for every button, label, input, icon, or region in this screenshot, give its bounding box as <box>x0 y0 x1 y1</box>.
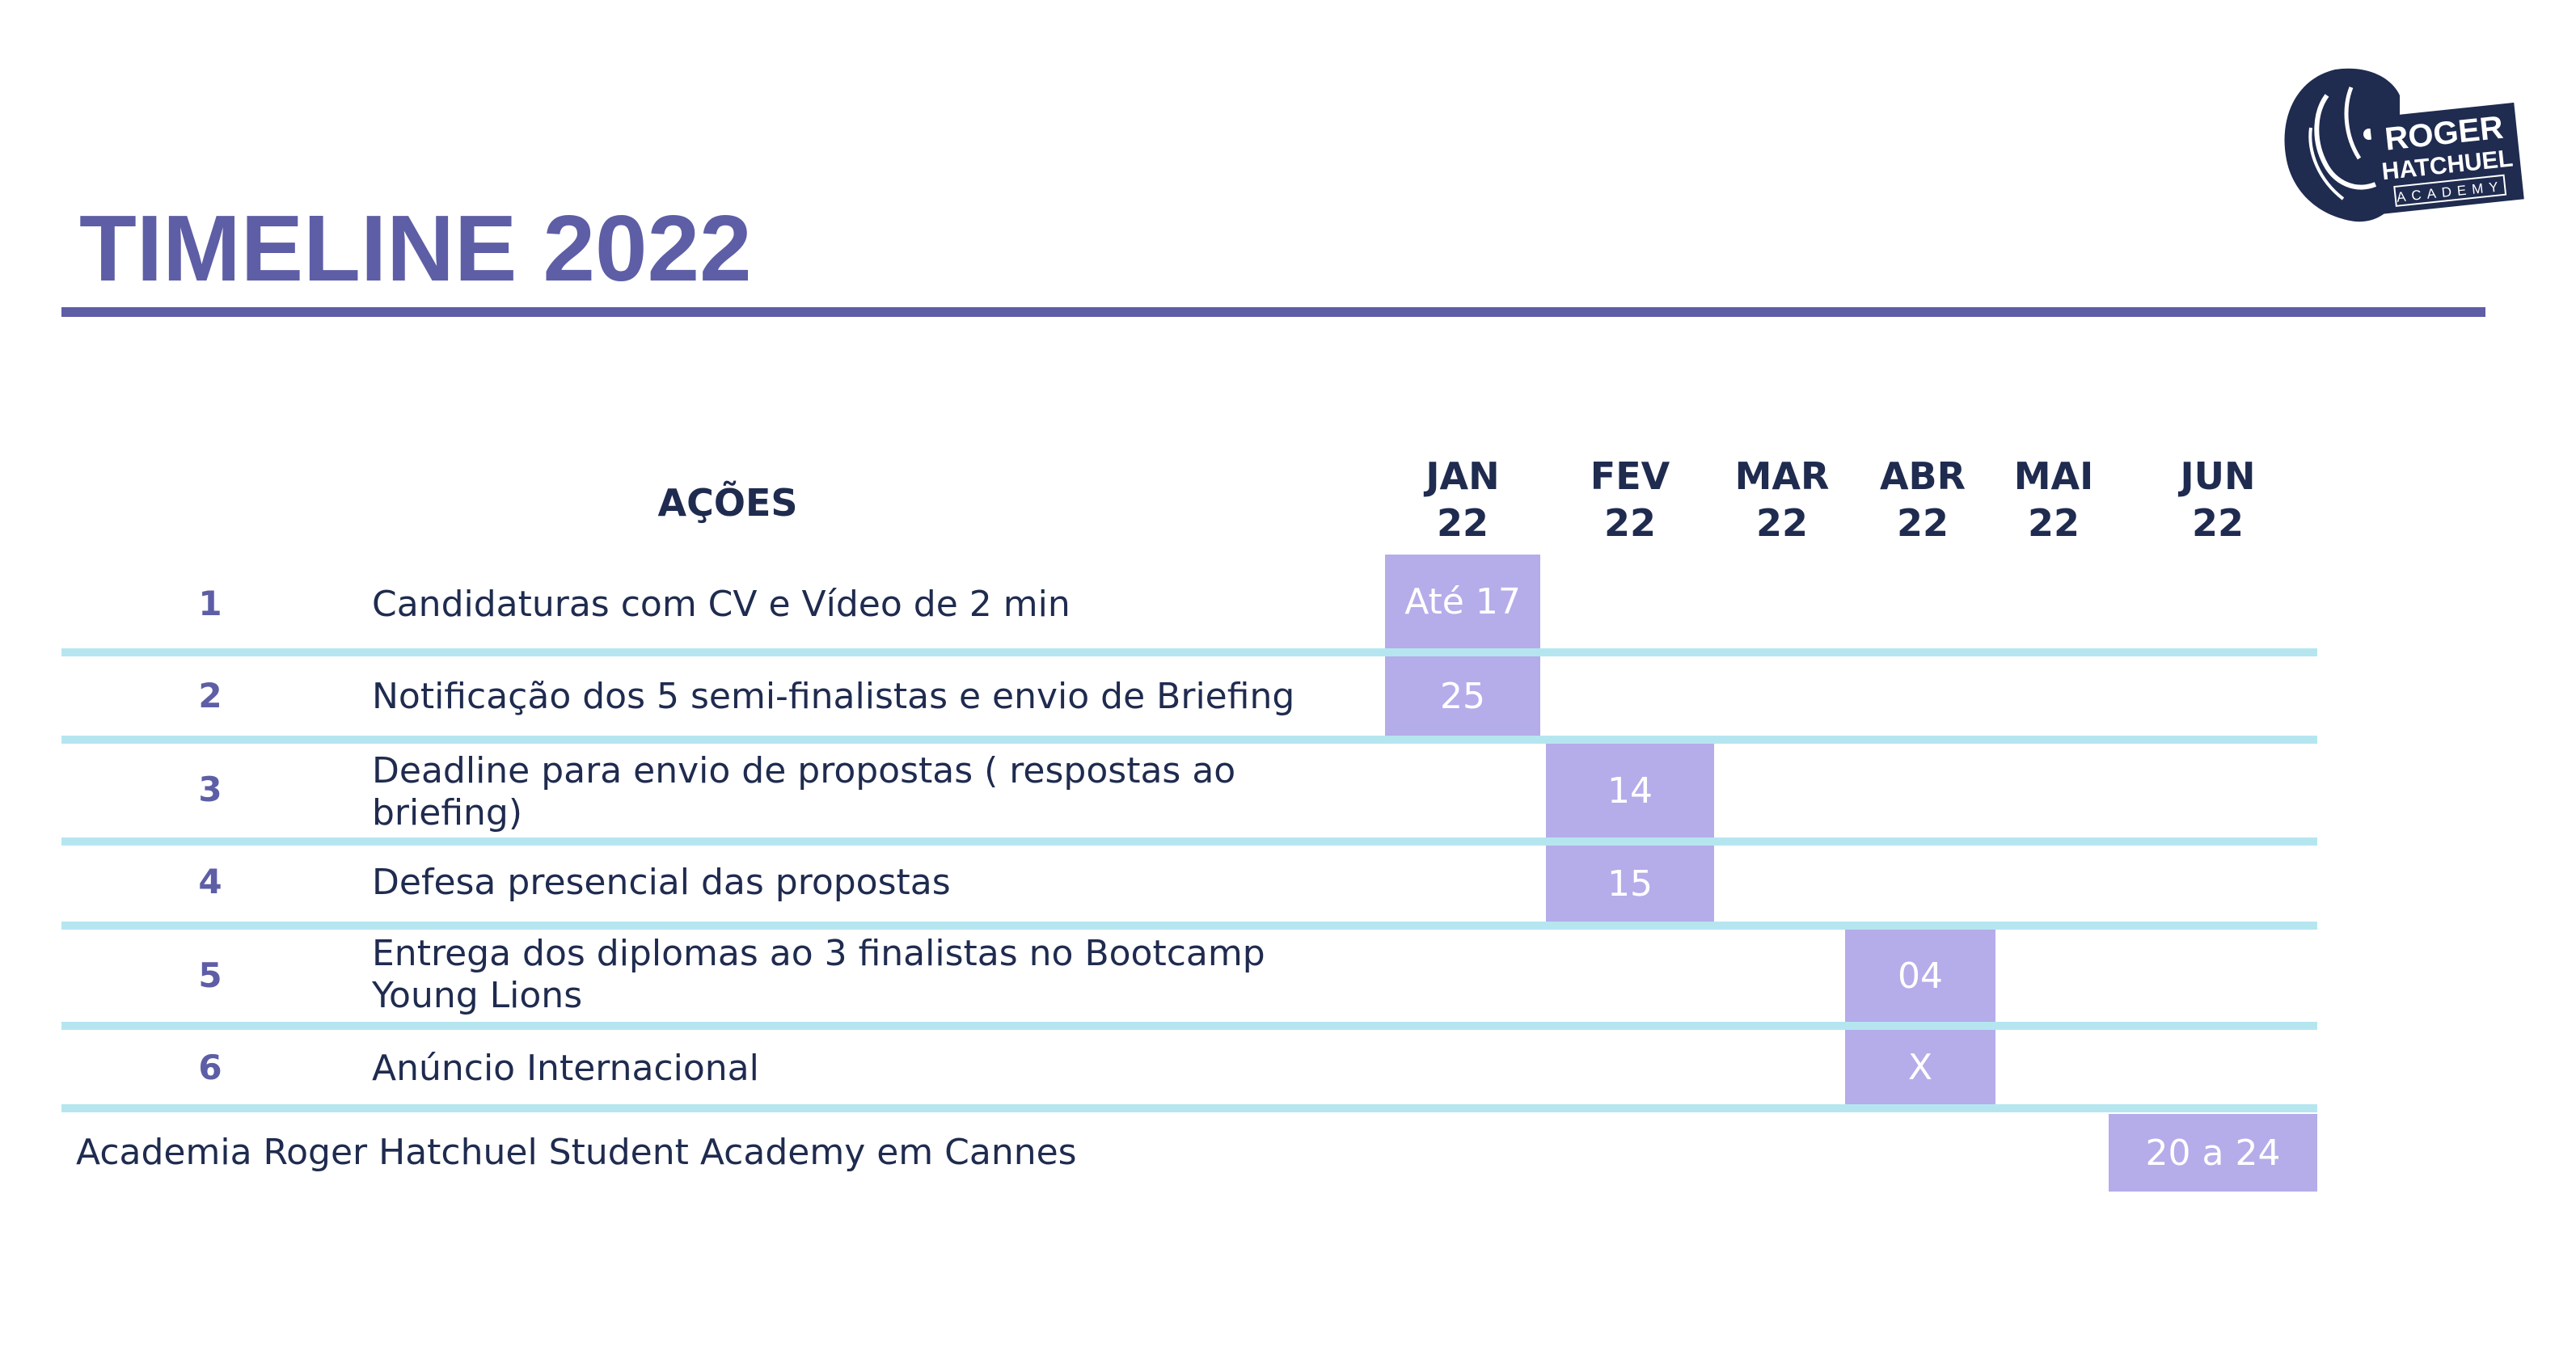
row-separator <box>61 736 2317 744</box>
month-header-jan: JAN 22 <box>1385 453 1540 546</box>
timeline-cell: 15 <box>1546 846 1714 922</box>
month-name: MAR <box>1734 454 1830 498</box>
month-header-mar: MAR 22 <box>1709 453 1855 546</box>
timeline-cell: 20 a 24 <box>2109 1114 2317 1192</box>
lion-head-logo-icon: ROGER HATCHUEL ACADEMY <box>2284 68 2524 222</box>
actions-header: AÇÕES <box>657 481 798 525</box>
month-name: FEV <box>1590 454 1670 498</box>
month-header-abr: ABR 22 <box>1847 453 1999 546</box>
row-label: Defesa presencial das propostas <box>372 862 951 903</box>
title-underline <box>61 307 2485 317</box>
month-year: 22 <box>1436 501 1489 545</box>
page-title: TIMELINE 2022 <box>79 196 752 301</box>
timeline-cell: X <box>1845 1030 1995 1104</box>
footer-label: Academia Roger Hatchuel Student Academy … <box>76 1132 1077 1173</box>
row-separator <box>61 1022 2317 1030</box>
timeline-cell: 25 <box>1385 656 1540 736</box>
month-header-fev: FEV 22 <box>1551 453 1709 546</box>
row-number: 5 <box>198 956 222 995</box>
month-year: 22 <box>1603 501 1656 545</box>
row-separator <box>61 837 2317 846</box>
row-number: 6 <box>198 1048 222 1087</box>
row-separator <box>61 922 2317 930</box>
month-year: 22 <box>2191 501 2244 545</box>
timeline-cell: 14 <box>1546 744 1714 837</box>
row-label: Anúncio Internacional <box>372 1048 759 1089</box>
month-name: JUN <box>2180 454 2256 498</box>
month-header-mai: MAI 22 <box>1989 453 2118 546</box>
month-year: 22 <box>2027 501 2080 545</box>
row-label: Candidaturas com CV e Vídeo de 2 min <box>372 584 1071 625</box>
row-label: Deadline para envio de propostas ( respo… <box>372 750 1236 833</box>
row-label: Entrega dos diplomas ao 3 finalistas no … <box>372 933 1265 1016</box>
timeline-cell: 04 <box>1845 930 1995 1022</box>
row-number: 2 <box>198 676 222 715</box>
row-number: 3 <box>198 770 222 809</box>
month-name: JAN <box>1425 454 1500 498</box>
row-number: 4 <box>198 862 222 901</box>
row-separator <box>61 1104 2317 1112</box>
month-name: ABR <box>1879 454 1966 498</box>
timeline-cell: Até 17 <box>1385 555 1540 648</box>
month-header-jun: JUN 22 <box>2118 453 2317 546</box>
month-year: 22 <box>1896 501 1949 545</box>
row-separator <box>61 648 2317 656</box>
month-name: MAI <box>2013 454 2094 498</box>
row-label: Notificação dos 5 semi-finalistas e envi… <box>372 676 1295 717</box>
lion-head-icon <box>2284 68 2400 222</box>
month-year: 22 <box>1755 501 1808 545</box>
row-number: 1 <box>198 584 222 623</box>
